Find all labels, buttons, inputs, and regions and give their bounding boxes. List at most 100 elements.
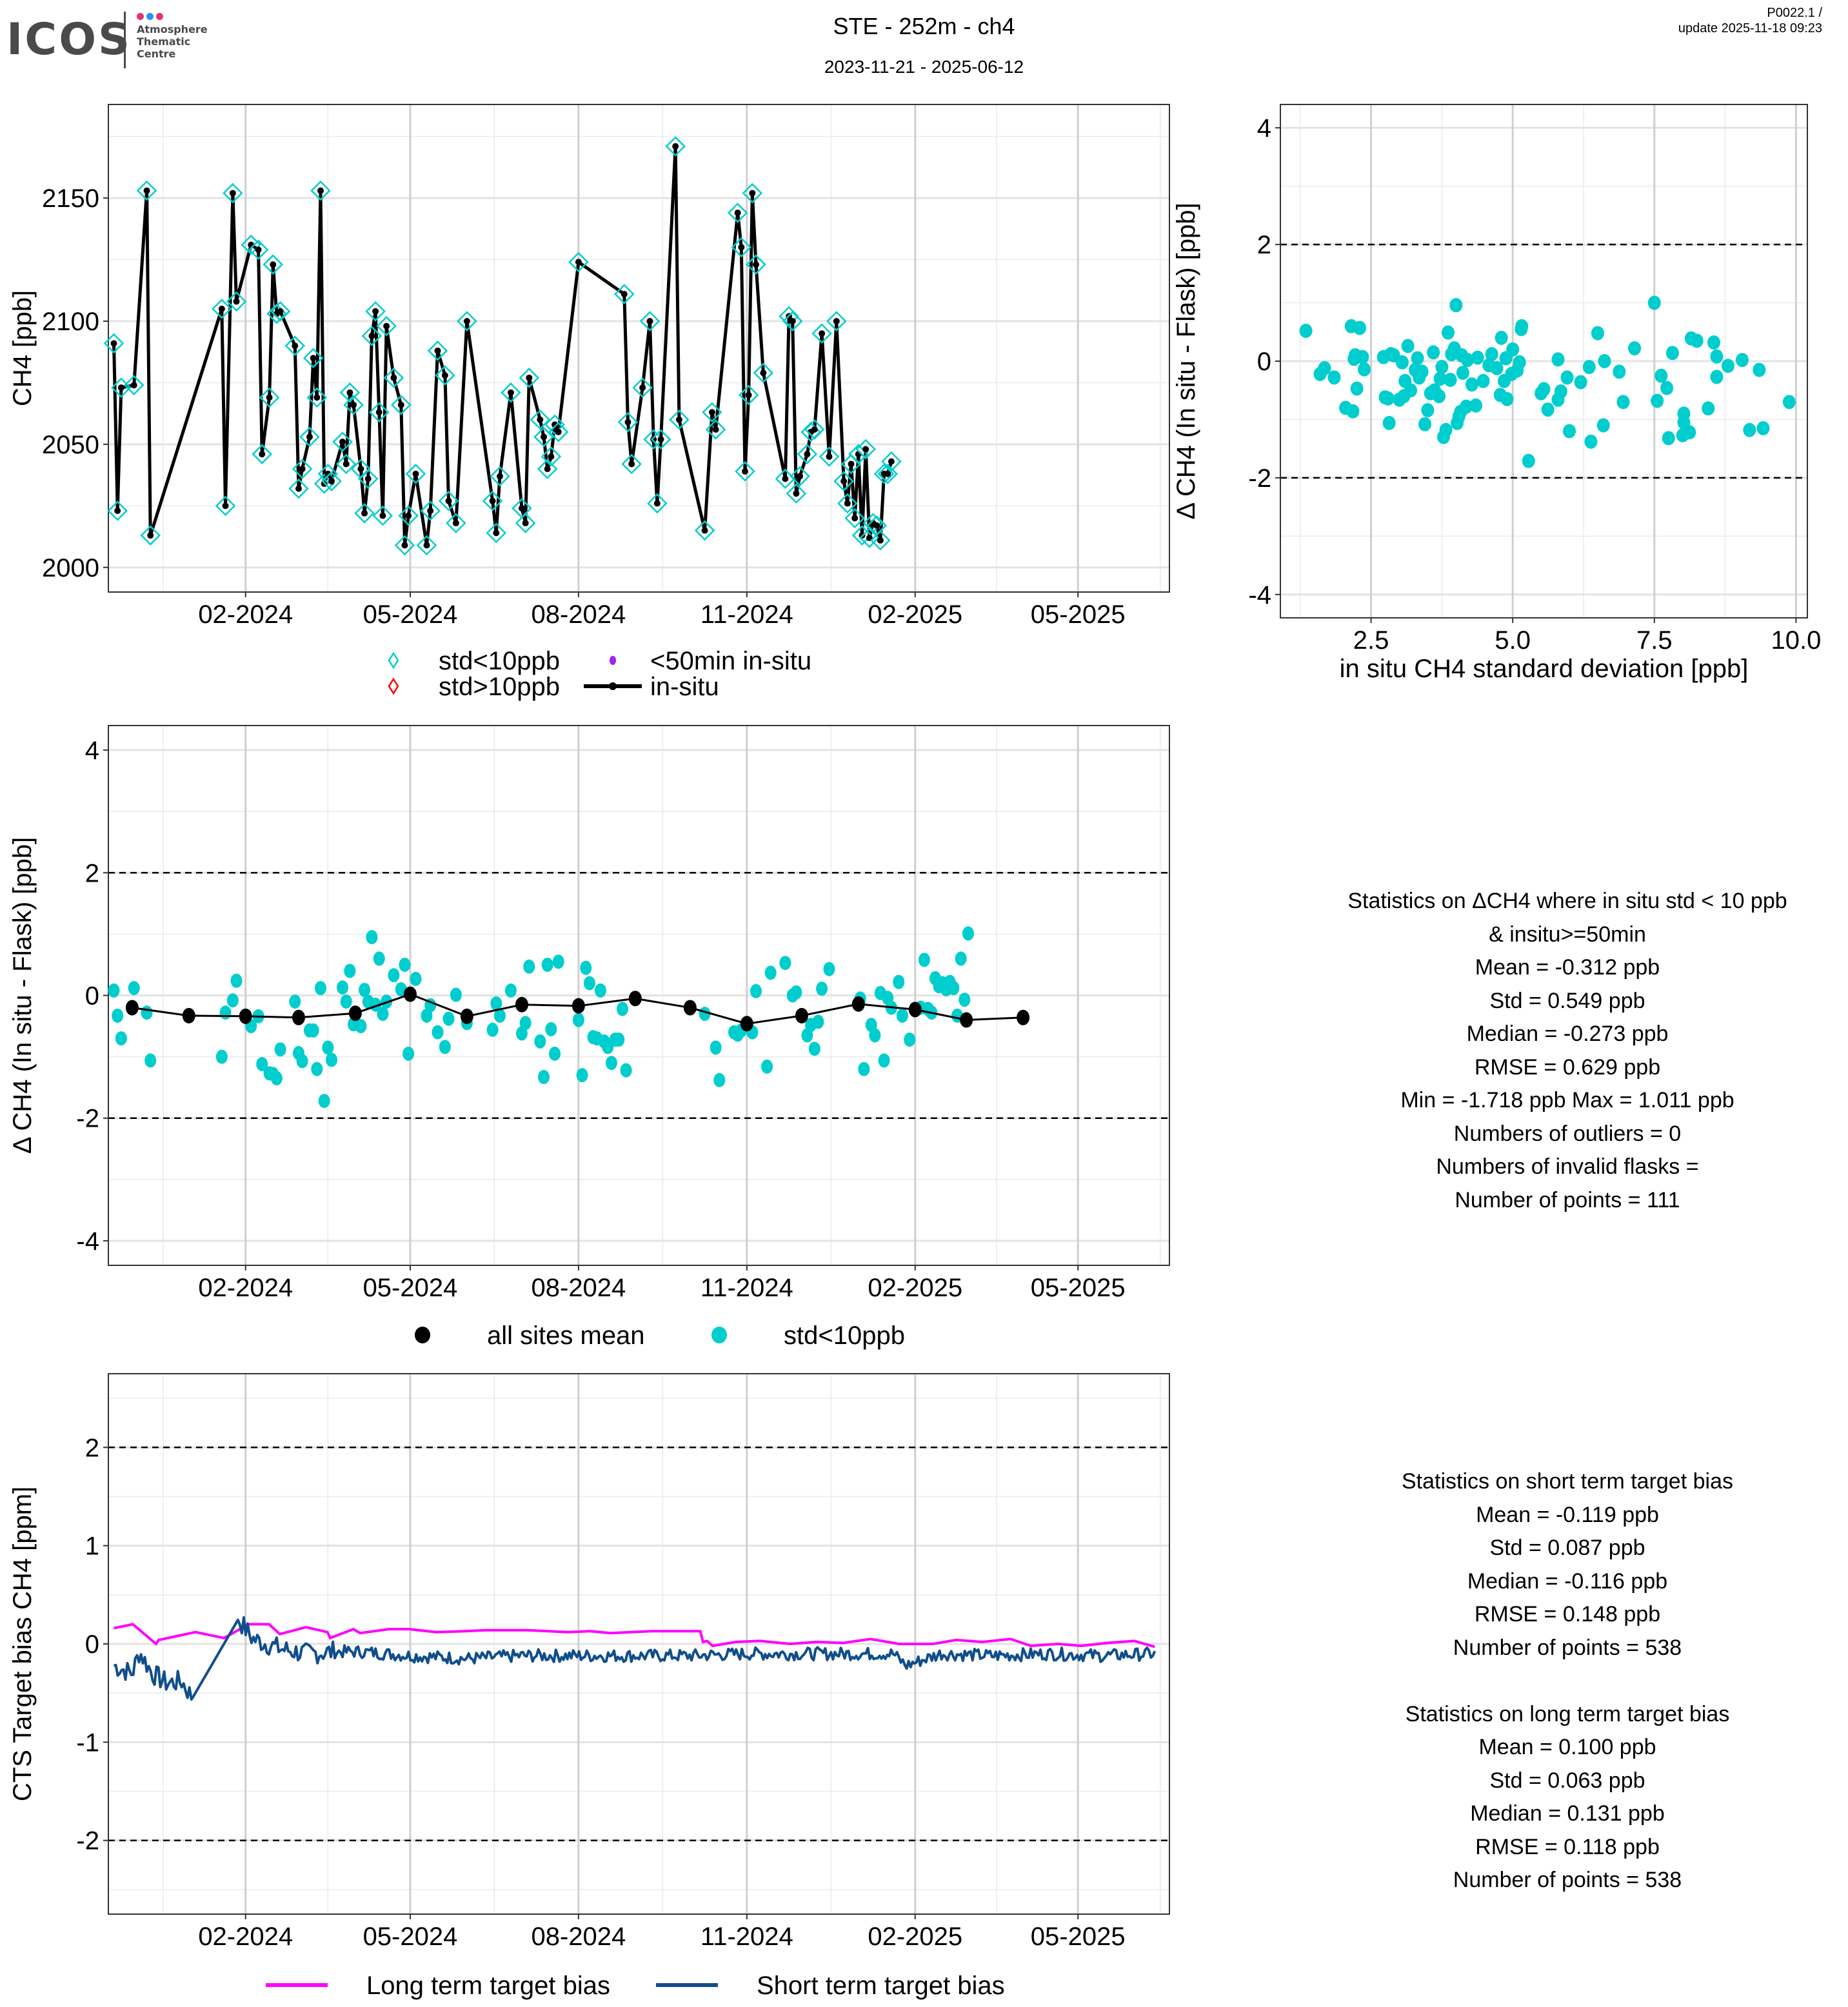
insitu-point: [117, 384, 124, 391]
scatter-point: [1495, 330, 1508, 345]
insitu-point: [295, 485, 302, 492]
mean-point: [292, 1009, 305, 1025]
y-tick-label: -2: [1248, 464, 1271, 493]
flask-delta-point: [344, 964, 356, 978]
x-tick-label: 7.5: [1636, 626, 1673, 655]
flask-diamond: [541, 446, 562, 467]
y-tick-label: 4: [1257, 114, 1271, 143]
flask-delta-point: [256, 1057, 268, 1072]
insitu-point: [299, 466, 306, 473]
flask-delta-point: [410, 971, 422, 986]
insitu-point: [343, 460, 350, 468]
short-term-bias-line: [113, 1616, 1157, 1701]
scatter-point: [1584, 434, 1598, 449]
insitu-point: [361, 509, 368, 517]
flask-delta-point: [918, 953, 930, 967]
flask-delta-point: [858, 1062, 870, 1076]
flask-delta-point: [296, 1054, 308, 1069]
flask-delta-point: [366, 930, 378, 945]
flask-diamond: [368, 402, 390, 423]
flask-delta-point: [388, 968, 400, 983]
flask-diamond: [804, 419, 825, 440]
insitu-point: [493, 529, 500, 537]
stat-line: Median = 0.131 ppb: [1470, 1801, 1665, 1826]
legend-dot-icon: [610, 656, 616, 665]
scatter-point: [1476, 373, 1490, 388]
flask-delta-point: [144, 1053, 157, 1068]
stat-line: Numbers of outliers = 0: [1453, 1121, 1682, 1146]
insitu-point: [888, 458, 895, 465]
flask-diamond: [335, 453, 357, 475]
flask-delta-point: [613, 1032, 625, 1047]
scatter-point: [1537, 382, 1551, 397]
flask-delta-point: [549, 1046, 561, 1061]
target-bias-statistics: Statistics on short term target bias Mean…: [1277, 1465, 1848, 1897]
delta-statistics: Statistics on ΔCH4 where in situ std < 1…: [1277, 885, 1848, 1217]
flask-delta-point: [959, 993, 971, 1007]
stat-line: Statistics on short term target bias: [1402, 1469, 1733, 1494]
x-tick-label: 08-2024: [532, 1274, 626, 1302]
flask-delta-point: [948, 981, 960, 996]
stat-line: Mean = 0.100 ppb: [1478, 1735, 1656, 1759]
x-tick-label: 08-2024: [532, 600, 626, 629]
scatter-point: [1513, 355, 1526, 370]
insitu-point: [379, 512, 386, 519]
flask-diamond: [870, 530, 891, 551]
scatter-point: [1613, 364, 1626, 379]
scatter-point: [1665, 346, 1679, 361]
x-tick-label: 08-2024: [532, 1923, 626, 1951]
scatter-point: [1753, 362, 1766, 377]
logo-dots-icon: [137, 12, 166, 23]
insitu-point: [364, 475, 372, 482]
flask-diamond: [786, 483, 807, 504]
flask-delta-point: [552, 954, 564, 969]
update-timestamp: update 2025-11-18 09:23: [1678, 21, 1822, 35]
flask-delta-point: [538, 1070, 550, 1085]
flask-diamond: [446, 513, 466, 533]
date-range: 2023-11-21 - 2025-06-12: [824, 57, 1024, 77]
flask-diamond: [738, 384, 759, 406]
logo-subtitle-line: Centre: [137, 48, 176, 60]
flask-delta-point: [442, 1011, 455, 1026]
flask-diamond: [833, 471, 854, 491]
scatter-point: [1515, 319, 1529, 333]
stat-line: Statistics on ΔCH4 where in situ std < 1…: [1347, 889, 1787, 913]
flask-delta-point: [808, 1042, 820, 1056]
x-tick-label: 05-2025: [1031, 1923, 1126, 1951]
scatter-point: [1654, 368, 1668, 383]
flask-diamond: [779, 306, 799, 327]
logo-dot: [137, 13, 144, 20]
flask-diamond: [639, 311, 661, 331]
flask-delta-point: [545, 1022, 557, 1036]
flask-delta-point: [490, 996, 502, 1011]
flask-diamond: [731, 237, 752, 258]
flask-diamond: [819, 446, 840, 467]
insitu-point: [292, 342, 299, 350]
mean-point: [683, 1000, 697, 1016]
flask-diamond: [270, 301, 291, 322]
legend-label: std<10ppb: [784, 1321, 905, 1350]
insitu-point: [233, 298, 240, 305]
flask-diamond: [140, 525, 161, 546]
flask-delta-point: [896, 1008, 908, 1023]
product-code: P0022.1 /: [1767, 6, 1822, 20]
flask-diamond: [223, 183, 243, 204]
flask-delta-point: [289, 994, 301, 1009]
scatter-point: [1554, 384, 1567, 399]
insitu-point: [657, 436, 664, 443]
insitu-point: [544, 466, 551, 473]
x-tick-label: 05-2024: [363, 600, 458, 629]
scatter-point: [1353, 321, 1366, 335]
logo-wordmark: ICOS: [6, 14, 132, 65]
logo-dot: [156, 13, 163, 20]
insitu-point: [346, 389, 353, 396]
flask-diamond: [438, 490, 459, 511]
flask-diamond: [568, 252, 589, 273]
stat-line: Std = 0.549 ppb: [1489, 988, 1645, 1013]
flask-delta-point: [486, 1022, 499, 1037]
scatter-point: [1439, 422, 1453, 437]
flask-diamond: [614, 284, 635, 304]
page-title: STE - 252m - ch4: [833, 13, 1015, 39]
flask-diamond: [482, 490, 503, 511]
flask-diamond: [354, 503, 375, 524]
